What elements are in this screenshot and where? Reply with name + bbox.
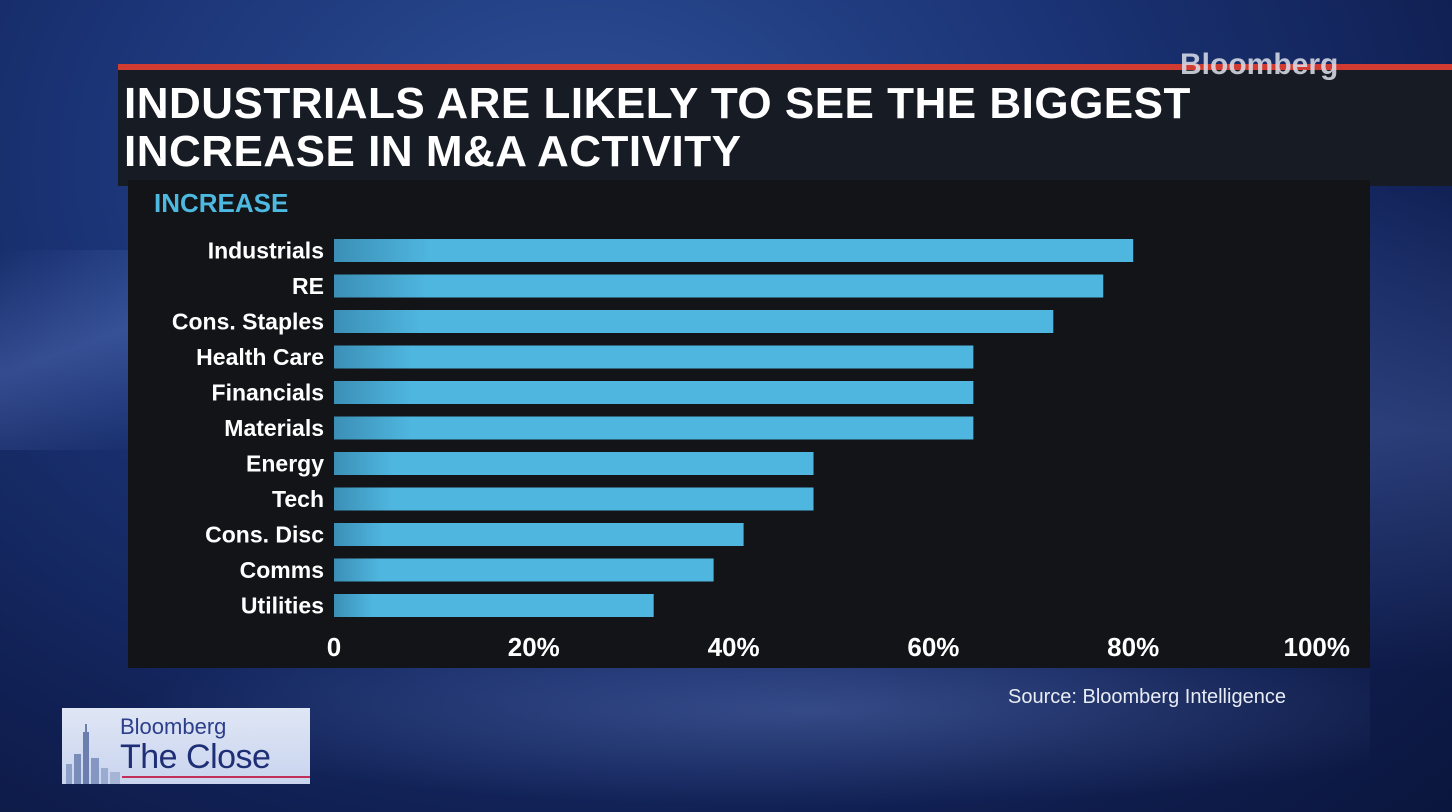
category-label: Utilities	[241, 593, 324, 619]
bar-re	[334, 274, 1104, 298]
bar-cons-disc	[334, 523, 744, 546]
bar-comms	[334, 558, 714, 582]
bar-industrials	[334, 239, 1134, 262]
city-skyline-icon	[66, 724, 120, 784]
category-label: Comms	[240, 557, 324, 583]
source-note: Source: Bloomberg Intelligence	[1008, 686, 1286, 708]
x-tick-label: 40%	[708, 632, 760, 662]
network-name: Bloomberg	[120, 714, 227, 739]
x-tick-label: 80%	[1107, 632, 1159, 662]
chart-title: INDUSTRIALS ARE LIKELY TO SEE THE BIGGES…	[124, 79, 1191, 176]
x-tick-label: 100%	[1284, 632, 1351, 662]
bar-financials	[334, 381, 974, 404]
bar-cons-staples	[334, 310, 1054, 333]
title-panel	[118, 64, 1452, 186]
category-label: Cons. Disc	[205, 522, 324, 548]
show-logo: Bloomberg The Close	[62, 708, 310, 784]
x-tick-label: 60%	[907, 632, 959, 662]
category-label: Health Care	[196, 344, 324, 370]
x-axis-ticks: 0 20% 40% 60% 80% 100%	[327, 632, 1350, 662]
x-tick-label: 0	[327, 632, 341, 662]
bar-health-care	[334, 345, 974, 369]
background-streak	[0, 250, 140, 450]
bar-energy	[334, 452, 814, 475]
category-label: Energy	[246, 451, 324, 477]
show-name: The Close	[120, 738, 271, 776]
bars-group	[334, 239, 1134, 617]
chart-panel: INCREASE Industrials RE Cons. Staples Healt…	[128, 180, 1370, 668]
bloomberg-watermark: Bloomberg	[1180, 48, 1339, 81]
x-tick-label: 20%	[508, 632, 560, 662]
bar-chart: INCREASE Industrials RE Cons. Staples Healt…	[154, 188, 1350, 662]
logo-underline	[122, 776, 310, 778]
category-labels: Industrials RE Cons. Staples Health Care Fin…	[172, 238, 324, 619]
series-label: INCREASE	[154, 188, 288, 218]
bar-utilities	[334, 594, 654, 617]
category-label: Materials	[224, 415, 324, 441]
category-label: Cons. Staples	[172, 309, 324, 335]
category-label: RE	[292, 273, 324, 299]
category-label: Industrials	[208, 238, 324, 264]
bar-materials	[334, 416, 974, 440]
bar-tech	[334, 487, 814, 511]
category-label: Tech	[272, 486, 324, 512]
category-label: Financials	[212, 380, 324, 406]
background-streak	[1370, 190, 1452, 670]
